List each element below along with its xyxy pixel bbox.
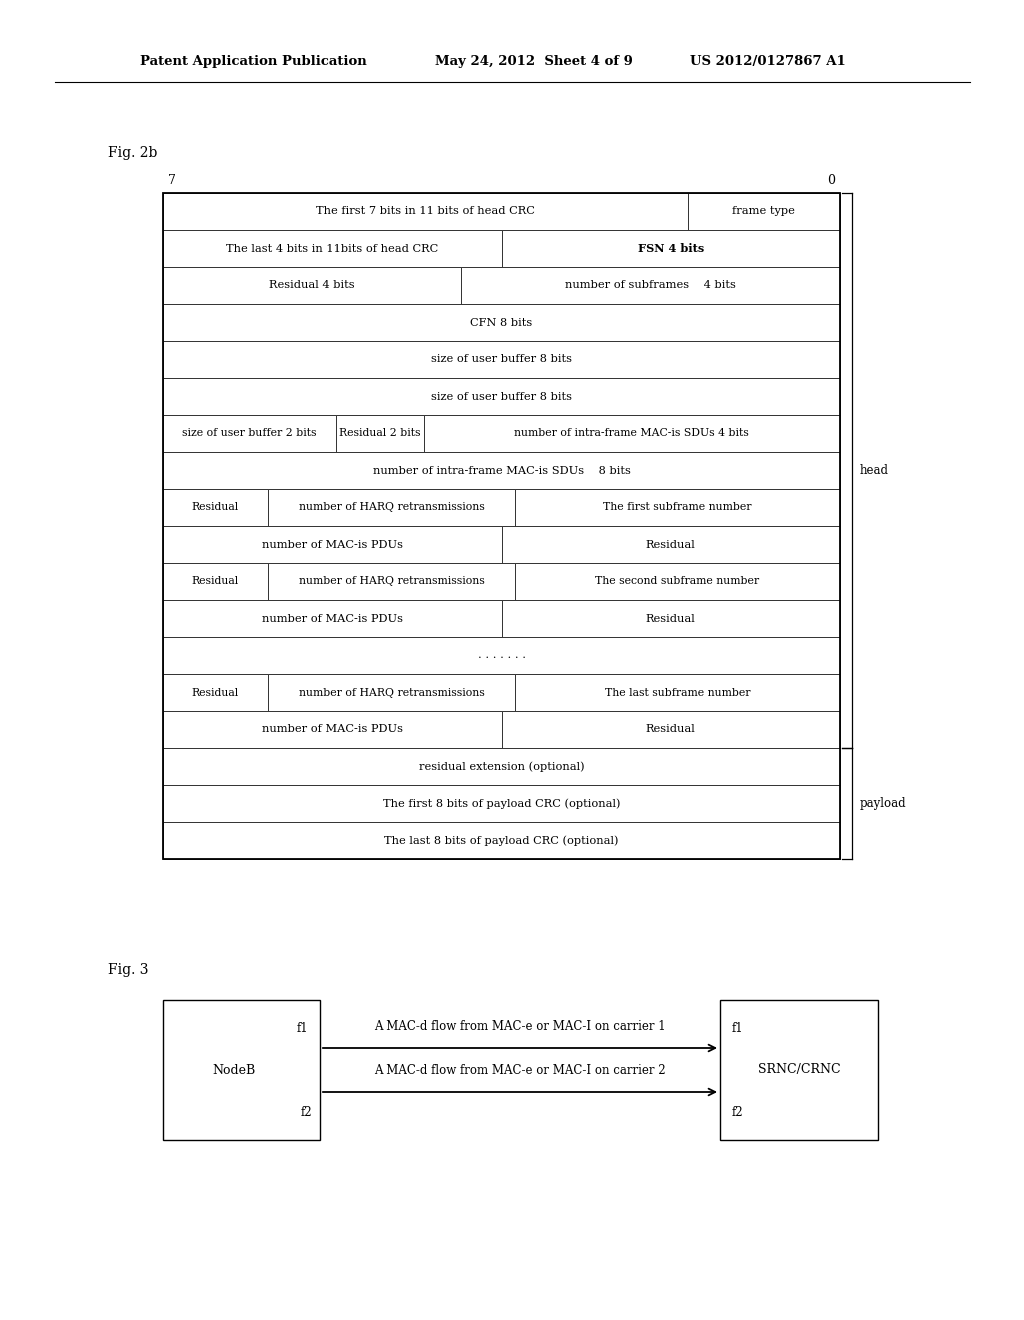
Bar — [163, 525, 502, 564]
Bar — [163, 564, 268, 601]
Text: Residual: Residual — [646, 540, 695, 549]
Bar — [502, 230, 840, 267]
Text: number of intra-frame MAC-is SDUs 4 bits: number of intra-frame MAC-is SDUs 4 bits — [514, 429, 750, 438]
Text: size of user buffer 8 bits: size of user buffer 8 bits — [431, 392, 572, 401]
Text: Residual: Residual — [191, 577, 239, 586]
Bar — [515, 564, 840, 601]
Bar — [515, 675, 840, 711]
Text: size of user buffer 8 bits: size of user buffer 8 bits — [431, 355, 572, 364]
Bar — [688, 193, 840, 230]
Text: number of MAC-is PDUs: number of MAC-is PDUs — [262, 614, 402, 623]
Text: FSN 4 bits: FSN 4 bits — [638, 243, 703, 253]
Text: The second subframe number: The second subframe number — [596, 577, 760, 586]
Text: number of HARQ retransmissions: number of HARQ retransmissions — [299, 503, 484, 512]
Text: Fig. 2b: Fig. 2b — [108, 147, 158, 160]
Bar — [163, 230, 502, 267]
Bar — [163, 267, 461, 304]
Text: The first subframe number: The first subframe number — [603, 503, 752, 512]
Text: The last 4 bits in 11bits of head CRC: The last 4 bits in 11bits of head CRC — [226, 243, 438, 253]
Text: The first 8 bits of payload CRC (optional): The first 8 bits of payload CRC (optiona… — [383, 799, 621, 809]
Bar — [163, 414, 336, 451]
Bar — [163, 675, 268, 711]
Bar — [163, 711, 502, 748]
Text: The last subframe number: The last subframe number — [605, 688, 751, 697]
Bar — [163, 638, 840, 675]
Bar — [163, 1001, 319, 1140]
Bar — [502, 601, 840, 638]
Text: number of intra-frame MAC-is SDUs    8 bits: number of intra-frame MAC-is SDUs 8 bits — [373, 466, 631, 475]
Text: 0: 0 — [827, 174, 835, 187]
Bar — [461, 267, 840, 304]
Text: number of MAC-is PDUs: number of MAC-is PDUs — [262, 725, 402, 734]
Text: number of HARQ retransmissions: number of HARQ retransmissions — [299, 577, 484, 586]
Text: Residual: Residual — [646, 725, 695, 734]
Bar — [163, 601, 502, 638]
Text: f2: f2 — [300, 1106, 312, 1118]
Text: NodeB: NodeB — [212, 1064, 255, 1077]
Text: Residual: Residual — [191, 503, 239, 512]
Text: f2: f2 — [732, 1106, 743, 1118]
Bar — [163, 193, 688, 230]
Text: The last 8 bits of payload CRC (optional): The last 8 bits of payload CRC (optional… — [384, 836, 618, 846]
Text: head: head — [860, 465, 889, 477]
Text: Residual: Residual — [646, 614, 695, 623]
Text: number of MAC-is PDUs: number of MAC-is PDUs — [262, 540, 402, 549]
Text: Patent Application Publication: Patent Application Publication — [140, 55, 367, 69]
Text: 7: 7 — [168, 174, 176, 187]
Text: Residual: Residual — [191, 688, 239, 697]
Text: Fig. 3: Fig. 3 — [108, 964, 148, 977]
Text: frame type: frame type — [732, 206, 796, 216]
Text: A MAC-d flow from MAC-e or MAC-I on carrier 2: A MAC-d flow from MAC-e or MAC-I on carr… — [374, 1064, 666, 1077]
Text: residual extension (optional): residual extension (optional) — [419, 762, 585, 772]
Bar — [163, 378, 840, 414]
Text: Residual 2 bits: Residual 2 bits — [339, 429, 421, 438]
Bar — [502, 711, 840, 748]
Bar — [515, 488, 840, 525]
Bar — [163, 304, 840, 341]
Bar — [163, 785, 840, 822]
Text: number of subframes    4 bits: number of subframes 4 bits — [565, 281, 736, 290]
Text: CFN 8 bits: CFN 8 bits — [470, 318, 532, 327]
Text: A MAC-d flow from MAC-e or MAC-I on carrier 1: A MAC-d flow from MAC-e or MAC-I on carr… — [374, 1019, 666, 1032]
Text: The first 7 bits in 11 bits of head CRC: The first 7 bits in 11 bits of head CRC — [315, 206, 535, 216]
Text: f1: f1 — [732, 1022, 743, 1035]
Text: May 24, 2012  Sheet 4 of 9: May 24, 2012 Sheet 4 of 9 — [435, 55, 633, 69]
Bar — [163, 822, 840, 859]
Text: Residual 4 bits: Residual 4 bits — [269, 281, 354, 290]
Bar — [268, 488, 515, 525]
Bar — [163, 451, 840, 488]
Text: US 2012/0127867 A1: US 2012/0127867 A1 — [690, 55, 846, 69]
Bar — [502, 525, 840, 564]
Text: number of HARQ retransmissions: number of HARQ retransmissions — [299, 688, 484, 697]
Bar — [336, 414, 424, 451]
Text: size of user buffer 2 bits: size of user buffer 2 bits — [182, 429, 316, 438]
Bar — [163, 748, 840, 785]
Bar — [163, 488, 268, 525]
Text: . . . . . . .: . . . . . . . — [477, 651, 525, 660]
Text: f1: f1 — [296, 1022, 308, 1035]
Text: SRNC/CRNC: SRNC/CRNC — [758, 1064, 841, 1077]
Text: payload: payload — [860, 797, 906, 810]
Bar — [720, 1001, 878, 1140]
Bar — [424, 414, 840, 451]
Bar — [163, 341, 840, 378]
Bar — [268, 564, 515, 601]
Bar — [163, 193, 840, 859]
Bar — [268, 675, 515, 711]
